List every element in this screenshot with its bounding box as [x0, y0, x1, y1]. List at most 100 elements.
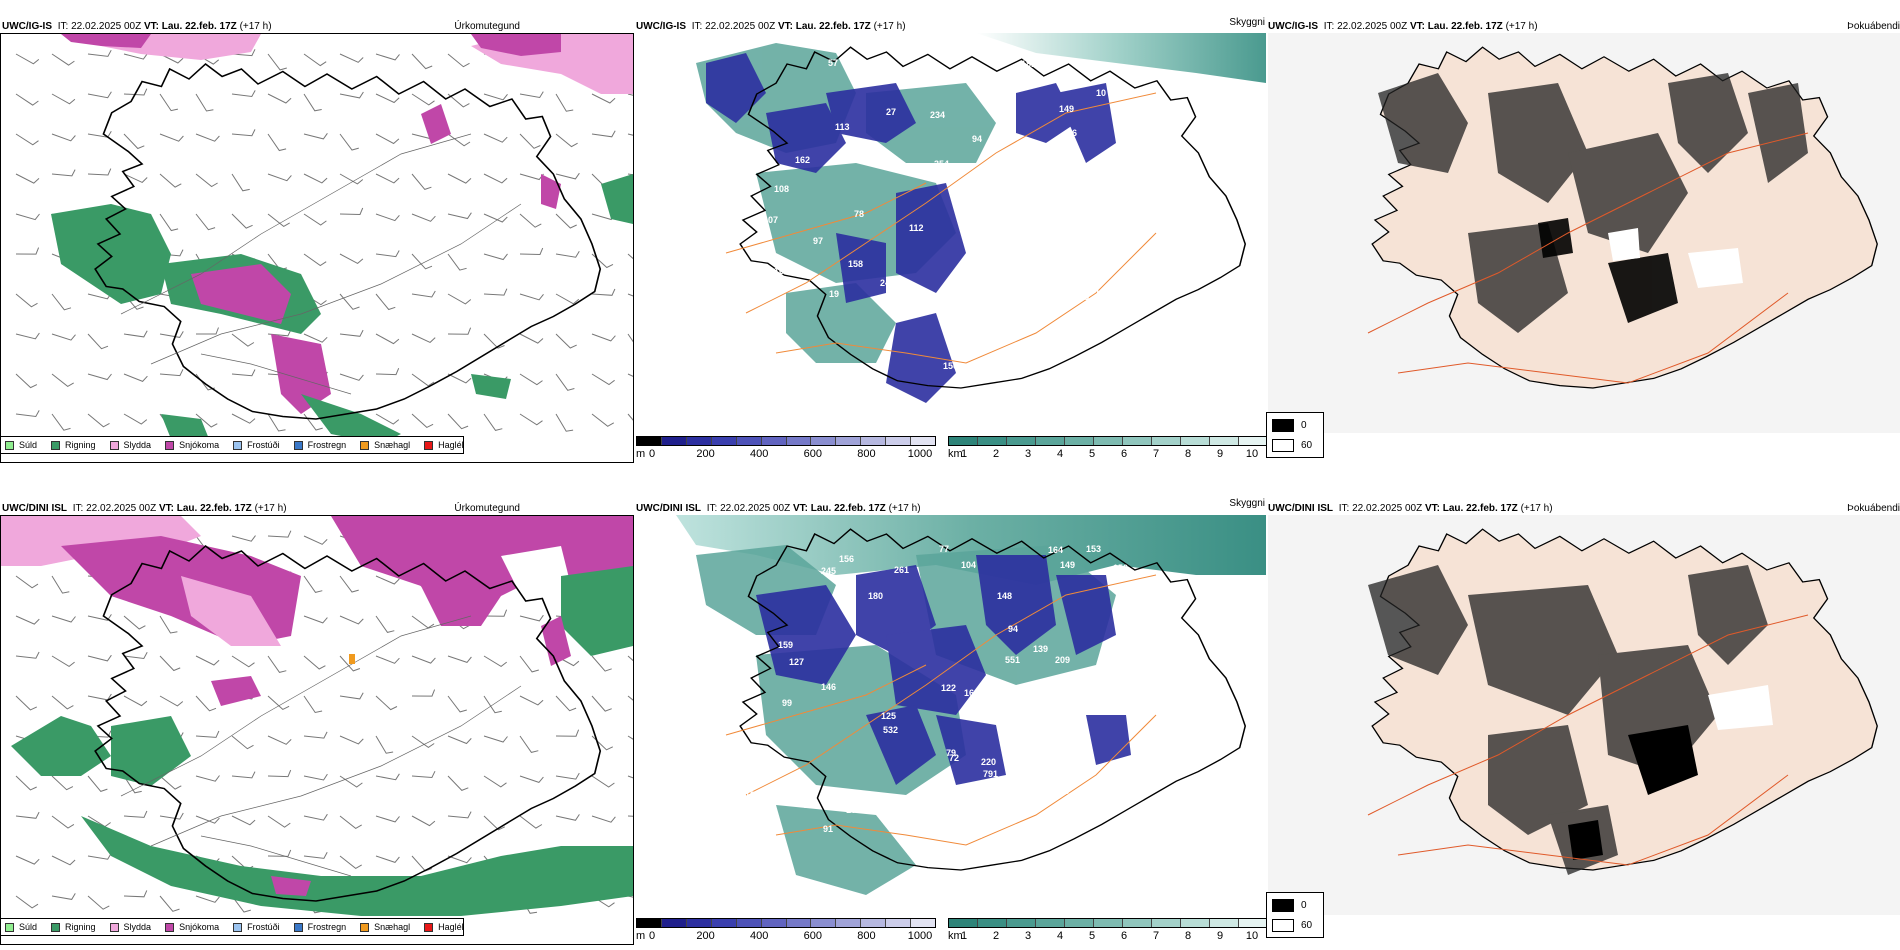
cloud-base-label: 107: [763, 215, 778, 225]
wind-barb: [447, 373, 472, 384]
cloud-map[interactable]: 113 120 94 68 78 147 158 172 195 149 162 366 159 19 17…: [636, 33, 1266, 433]
fog-map[interactable]: [1268, 515, 1900, 915]
colorbar-strip: [636, 436, 936, 446]
wind-barb: [375, 250, 400, 258]
wind-barb: [411, 770, 436, 779]
wind-barb: [195, 133, 220, 142]
legend-label: Rigning: [65, 440, 96, 450]
wind-barb: [483, 815, 506, 831]
cloud-base-label: 209: [1055, 655, 1070, 665]
fog-map[interactable]: [1268, 33, 1900, 433]
cloud-base-label: 150: [909, 824, 924, 834]
wind-barb: [51, 93, 76, 105]
colorbar-tick: 1: [960, 930, 968, 942]
wind-barb: [87, 775, 108, 792]
valid-label: VT:: [792, 503, 808, 514]
wind-barb: [303, 133, 328, 140]
lead-time: (+17 h): [888, 503, 921, 514]
precip-map[interactable]: [0, 33, 634, 463]
wind-barb: [447, 655, 472, 663]
wind-barb: [51, 133, 76, 142]
cloud-base-label: 105: [846, 805, 861, 815]
legend-label: Frostúði: [247, 440, 280, 450]
colorbar-tick: 6: [1120, 930, 1128, 942]
legend-item: Súld: [5, 440, 37, 450]
colorbar-tick: 10: [1245, 930, 1259, 942]
wind-barb: [195, 695, 217, 712]
wind-barb: [483, 655, 508, 668]
wind-barb: [555, 250, 580, 258]
precip-map[interactable]: [0, 515, 634, 945]
wind-barb: [519, 247, 544, 256]
legend-swatch: [233, 440, 243, 450]
wind-barb: [303, 695, 323, 714]
wind-barb: [87, 654, 112, 662]
legend-item: Snæhagl: [360, 922, 410, 932]
colorbar-tick: 3: [1024, 448, 1032, 460]
wind-barb: [51, 615, 76, 623]
colorbar-cell: [786, 919, 812, 927]
wind-barb: [555, 93, 574, 112]
colorbar-cell: [886, 437, 912, 445]
fog-label: 60: [1301, 440, 1313, 451]
valid-time: Lau. 22.feb. 17Z: [795, 21, 871, 32]
cloud-base-blobs: [706, 53, 1116, 403]
wind-barb: [519, 133, 541, 149]
wind-barb: [159, 369, 184, 377]
cloud-header: UWC/IG-IS IT: 22.02.2025 00Z VT: Lau. 22…: [636, 21, 906, 33]
colorbar-tick: 200: [696, 930, 715, 942]
cloud-base-label: 68: [1100, 192, 1110, 202]
legend-swatch: [5, 440, 14, 450]
wind-barb: [195, 655, 220, 666]
legend-label: Haglél: [438, 922, 464, 932]
wind-barb: [339, 53, 364, 63]
wind-barb: [411, 290, 436, 298]
cloud-base-label: 99: [782, 698, 792, 708]
wind-barb: [627, 253, 633, 260]
wind-barb: [51, 695, 74, 710]
wind-barb: [339, 91, 364, 99]
wind-barb: [231, 735, 254, 750]
wind-barb: [411, 815, 436, 827]
wind-barb: [123, 133, 145, 150]
wind-barb: [627, 413, 633, 421]
wind-barb: [591, 655, 612, 672]
colorbar-cell: [978, 919, 1007, 927]
cloud-base-label: 197: [969, 830, 984, 840]
wind-barb: [411, 735, 435, 749]
colorbar-tick: 4: [1056, 930, 1064, 942]
wind-barb: [627, 735, 633, 740]
wind-barb: [303, 333, 328, 343]
wind-barb: [339, 133, 359, 151]
wind-barb: [411, 53, 433, 70]
colorbar-tick: 1000: [907, 448, 933, 460]
wind-barb: [375, 213, 400, 222]
wind-barb: [411, 253, 433, 270]
wind-barb: [483, 288, 508, 296]
colorbar-tick: 1000: [907, 930, 933, 942]
wind-barb: [231, 369, 256, 377]
colorbar-cell: [1239, 919, 1267, 927]
cloud-header: UWC/DINI ISL IT: 22.02.2025 00Z VT: Lau.…: [636, 503, 921, 515]
wind-barb: [411, 173, 432, 190]
colorbar-unit: km: [948, 930, 963, 942]
wind-barb: [483, 695, 502, 714]
cloud-base-label: 261: [894, 565, 909, 575]
wind-barb: [447, 413, 469, 430]
cloud-map[interactable]: 197 245 307 159 139 137 168 146 532 226 180 92 125 79…: [636, 515, 1266, 915]
wind-barb: [375, 655, 400, 664]
wind-barb: [591, 373, 615, 386]
legend-label: Frostregn: [307, 922, 347, 932]
cloud-base-label: 149: [1060, 560, 1075, 570]
cloud-roads: [725, 92, 1157, 364]
valid-label: VT:: [1409, 21, 1425, 32]
wind-barb: [303, 413, 323, 431]
colorbar-cell: [811, 437, 837, 445]
cloud-base-label: 226: [804, 800, 819, 810]
cloud-base-label: 176: [1090, 351, 1105, 361]
fog-swatch: [1272, 439, 1294, 452]
wind-barb: [447, 93, 470, 108]
wind-barb: [447, 212, 472, 220]
colorbar-cell: [761, 919, 787, 927]
wind-barb: [519, 614, 544, 622]
